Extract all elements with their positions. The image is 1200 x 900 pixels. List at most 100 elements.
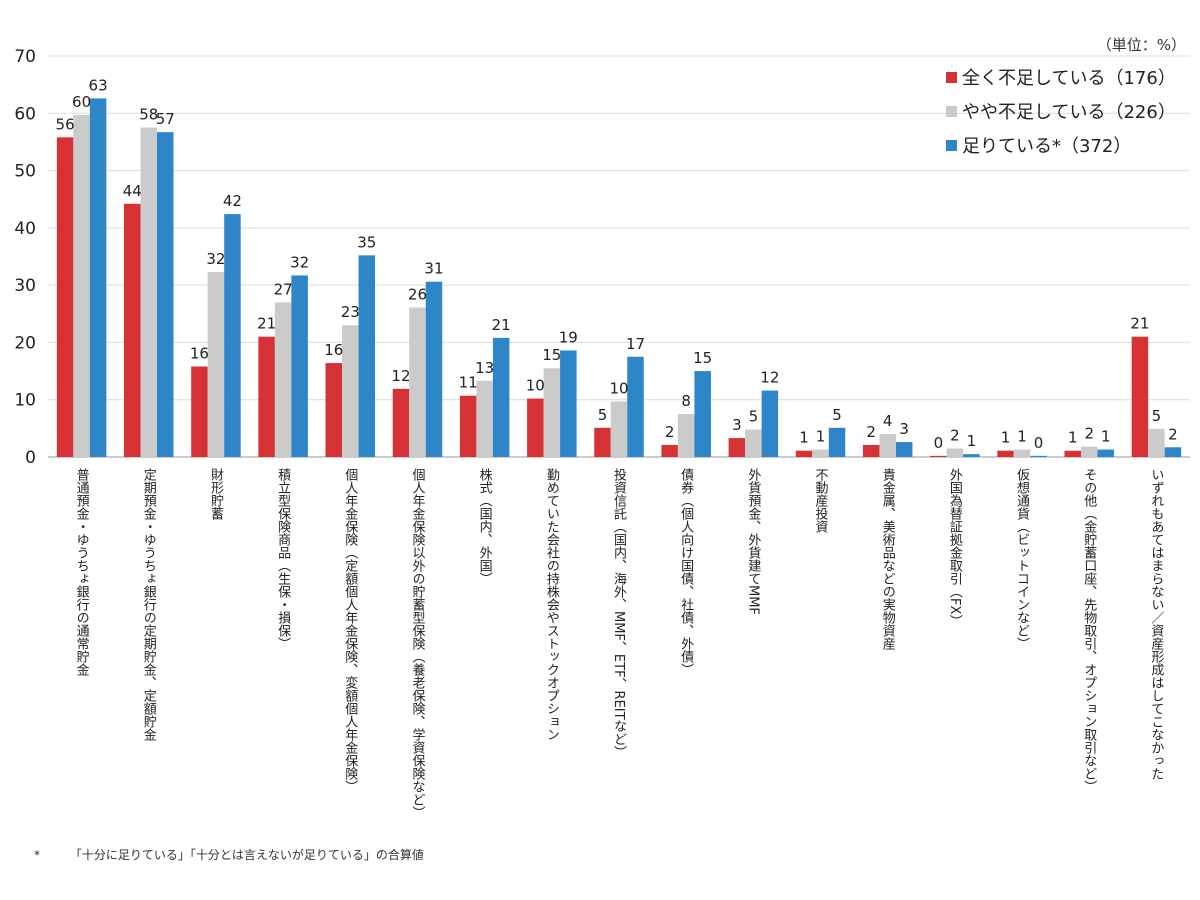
bar-value-label: 17 [626, 335, 645, 353]
bar-value-label: 32 [290, 253, 309, 271]
bar [795, 450, 813, 457]
bar-value-label: 23 [341, 303, 360, 321]
bar [946, 448, 964, 457]
bar-value-label: 11 [459, 374, 478, 392]
bar-value-label: 1 [1001, 429, 1011, 447]
legend-swatch [946, 139, 957, 151]
bar [157, 132, 174, 457]
bar [694, 371, 711, 457]
x-tick-label: 普通預金・ゆうちょ銀行の通常貯金 [73, 468, 89, 676]
footnote: * 「十分に足りている」「十分とは言えないが足りている」の合算値 [34, 846, 424, 863]
bar [594, 427, 611, 457]
y-tick-label: 60 [14, 104, 36, 124]
unit-label: （単位：%） [1096, 36, 1186, 54]
bar [560, 350, 577, 457]
bar-value-label: 44 [123, 182, 142, 200]
legend-item-enough: 足りている*（372） [946, 128, 1176, 162]
bar-value-label: 13 [475, 359, 494, 377]
bar [342, 325, 359, 457]
bar-value-label: 12 [391, 367, 410, 385]
bar [761, 390, 779, 457]
legend-item-somewhat-not-enough: やや不足している（226） [946, 94, 1176, 128]
bar-value-label: 56 [56, 115, 75, 133]
bar [291, 275, 308, 457]
bar-value-label: 3 [899, 420, 909, 438]
bar-value-label: 2 [950, 426, 960, 444]
bar [543, 368, 561, 457]
bar-value-label: 2 [1084, 425, 1094, 443]
x-tick-label: 定期預金・ゆうちょ銀行の定期貯金、定額貯金 [140, 468, 156, 741]
bar-value-label: 1 [967, 432, 977, 450]
x-tick-label: その他（金貯蓄口座、先物取引、オプション取引など） [1081, 468, 1097, 793]
bar-value-label: 26 [408, 285, 427, 303]
bar-value-label: 19 [559, 328, 578, 346]
bar [661, 444, 678, 457]
x-tick-label: 外貨預金、外貨建てMMF [745, 468, 761, 615]
bar [879, 434, 896, 457]
bar-value-label: 1 [1068, 429, 1078, 447]
x-tick-label: いずれもあてはまらない／資産形成はしてこなかった [1148, 468, 1164, 780]
bar-value-label: 16 [190, 344, 209, 362]
y-axis-ticks: 0 10 20 30 40 50 60 70 [14, 47, 36, 468]
bar [409, 307, 426, 457]
x-tick-label: 個人年金保険（定額個人年金保険、変額個人年金保険） [342, 468, 358, 793]
bar-value-label: 42 [223, 192, 242, 210]
bar-value-label: 1 [816, 428, 826, 446]
bar [274, 302, 292, 457]
bar-value-label: 8 [681, 392, 691, 410]
bars [56, 98, 1182, 458]
bar-value-label: 3 [732, 416, 742, 434]
bar [191, 366, 208, 457]
bar [425, 281, 443, 457]
bar [1013, 449, 1031, 457]
y-tick-label: 70 [14, 47, 36, 67]
bar-value-label: 60 [72, 93, 91, 111]
bar [258, 336, 275, 457]
bar [997, 450, 1014, 457]
bar [140, 127, 158, 457]
y-tick-label: 10 [14, 391, 36, 411]
bar [325, 363, 343, 457]
bar-value-label: 21 [1130, 315, 1149, 333]
legend-label: 全く不足している（176） [962, 68, 1176, 89]
bar [358, 255, 376, 457]
bar-value-label: 21 [492, 316, 511, 334]
bar [89, 98, 107, 458]
x-tick-label: 貴金属、美術品などの実物資産 [879, 468, 895, 650]
bar-value-label: 35 [357, 233, 376, 251]
bar-value-label: 58 [139, 106, 158, 124]
bar [812, 449, 829, 457]
y-tick-label: 20 [14, 333, 36, 353]
bar-value-label: 21 [257, 315, 276, 333]
bar [1164, 447, 1182, 457]
bar [610, 401, 628, 457]
y-tick-label: 0 [25, 448, 36, 468]
bar-value-label: 57 [156, 110, 175, 128]
bar-value-label: 2 [866, 423, 876, 441]
x-tick-label: 債券（個人向け国債、社債、外債） [678, 468, 694, 676]
bar [677, 414, 695, 457]
bar [224, 214, 241, 457]
bar [476, 380, 493, 457]
bar-value-label: 1 [799, 429, 809, 447]
bar [207, 271, 225, 457]
x-tick-label: 不動産投資 [812, 468, 828, 533]
bar-value-label: 5 [832, 406, 842, 424]
bar-value-label: 1 [1101, 428, 1111, 446]
bar [728, 438, 746, 457]
bar [56, 137, 74, 458]
x-tick-label: 財形貯蓄 [207, 468, 223, 520]
bar [1030, 455, 1047, 457]
bar-value-label: 63 [89, 76, 108, 94]
legend-label: 足りている*（372） [962, 136, 1132, 157]
legend: 全く不足している（176） やや不足している（226） 足りている*（372） [946, 60, 1176, 162]
bar-value-label: 27 [274, 280, 293, 298]
footnote-text: 「十分に足りている」「十分とは言えないが足りている」の合算値 [69, 848, 424, 862]
bar [930, 455, 947, 457]
y-tick-label: 50 [14, 162, 36, 182]
bar [1097, 449, 1114, 457]
bar [1080, 446, 1098, 457]
bar [963, 454, 980, 457]
bar-value-label: 15 [693, 349, 712, 367]
